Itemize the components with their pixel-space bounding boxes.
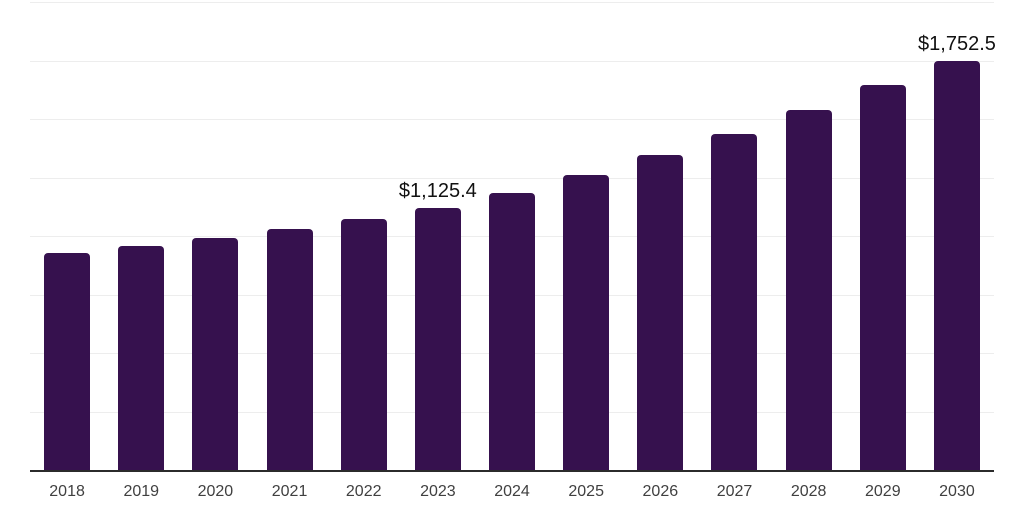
bar-slot-2020 (178, 3, 252, 471)
bar-slot-2029 (846, 3, 920, 471)
bar-2029 (859, 84, 906, 471)
bar-2024 (489, 192, 536, 471)
bar-2023: $1,125.4 (399, 180, 477, 471)
bar-2022 (340, 218, 387, 471)
bar-2020 (192, 237, 239, 471)
bar-slot-2025 (549, 3, 623, 471)
x-axis-labels: 2018 2019 2020 2021 2022 2023 2024 2025 2026 2027… (30, 483, 994, 500)
bars: $1,125.4 $1,752.5 (30, 3, 996, 471)
bar-slot-2019 (104, 3, 178, 471)
bar-slot-2030: $1,752.5 (918, 3, 996, 471)
x-tick-2029: 2029 (865, 483, 901, 500)
bar-slot-2018 (30, 3, 104, 471)
bar-2018 (44, 253, 91, 471)
bar-slot-2023: $1,125.4 (399, 3, 477, 471)
x-tick-2030: 2030 (939, 483, 975, 500)
bar-slot-2028 (772, 3, 846, 471)
data-label-2030: $1,752.5 (918, 32, 996, 55)
data-label-2023: $1,125.4 (398, 179, 477, 202)
x-tick-2022: 2022 (345, 483, 382, 500)
x-tick-2020: 2020 (197, 483, 234, 500)
x-tick-2027: 2027 (716, 483, 753, 500)
bar-slot-2027 (697, 3, 771, 471)
bar-2026 (637, 155, 684, 471)
x-axis-line (30, 470, 994, 472)
bar-2019 (118, 245, 165, 471)
x-tick-2021: 2021 (271, 483, 308, 500)
x-tick-2023: 2023 (420, 483, 456, 500)
x-tick-2025: 2025 (568, 483, 604, 500)
gridline-1750 (30, 60, 994, 62)
bar-slot-2024 (475, 3, 549, 471)
bar-slot-2022 (327, 3, 401, 471)
bar-slot-2021 (252, 3, 326, 471)
gridline-2000 (30, 2, 994, 3)
bar-2028 (785, 110, 832, 471)
plot-area: $1,125.4 $1,752.5 (30, 2, 996, 472)
bar-2021 (266, 229, 313, 471)
x-tick-2019: 2019 (123, 483, 160, 500)
bar-2025 (563, 175, 610, 471)
x-tick-2028: 2028 (790, 483, 827, 500)
x-tick-2018: 2018 (49, 483, 85, 500)
bar-2027 (711, 134, 758, 471)
gridline-1250 (30, 177, 994, 179)
bar-2030: $1,752.5 (918, 33, 996, 471)
bar-slot-2026 (623, 3, 697, 471)
gridline-1500 (30, 119, 994, 120)
x-tick-2026: 2026 (642, 483, 679, 500)
x-tick-2024: 2024 (494, 483, 530, 500)
